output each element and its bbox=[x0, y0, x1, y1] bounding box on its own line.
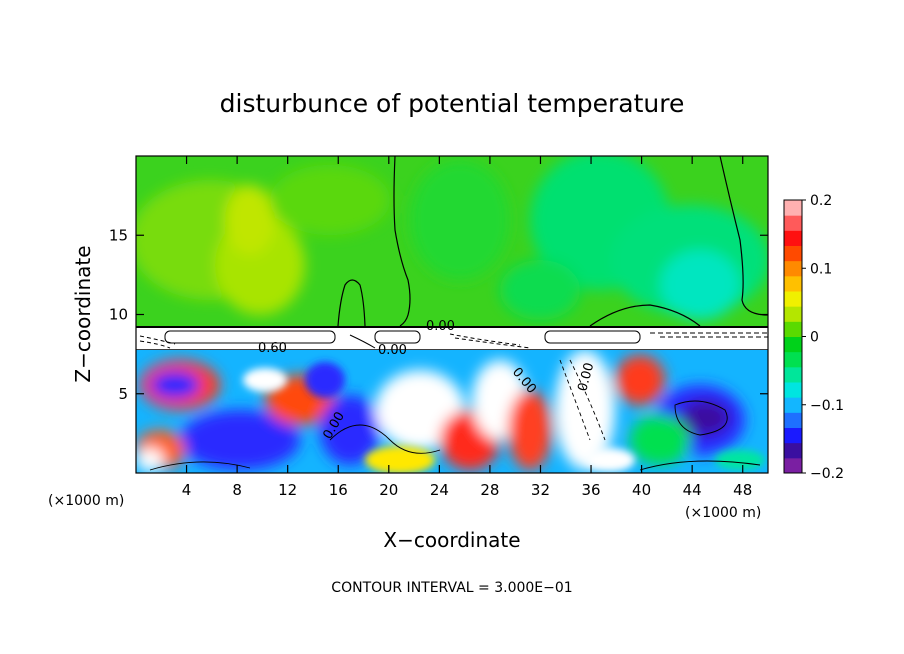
y-tick-label: 15 bbox=[109, 226, 128, 244]
colorbar-swatch bbox=[784, 245, 802, 262]
contour-label: 0.00 bbox=[426, 319, 455, 334]
colorbar-swatch bbox=[784, 382, 802, 398]
colorbar-swatch bbox=[784, 412, 802, 428]
y-tick-label: 10 bbox=[109, 306, 128, 324]
colorbar-swatch bbox=[784, 260, 802, 277]
colorbar-swatch bbox=[784, 200, 802, 216]
y-axis-label: Z−coordinate bbox=[71, 245, 95, 382]
colorbar: −0.2 −0.1 0 0.1 0.2 bbox=[783, 193, 844, 482]
colorbar-swatch bbox=[784, 442, 802, 459]
contour-label: 0.60 bbox=[258, 341, 287, 356]
x-tick-label: 8 bbox=[232, 481, 242, 499]
colorbar-swatch bbox=[784, 291, 802, 307]
upper-contours bbox=[337, 156, 768, 327]
colorbar-tick-label: 0.1 bbox=[810, 261, 832, 277]
contour-interval-note: CONTOUR INTERVAL = 3.000E−01 bbox=[331, 580, 572, 596]
x-tick-label: 20 bbox=[379, 481, 398, 499]
x-tick-label: 4 bbox=[182, 481, 192, 499]
colorbar-swatch bbox=[784, 366, 802, 383]
colorbar-swatch bbox=[784, 351, 802, 368]
x-tick-label: 36 bbox=[581, 481, 600, 499]
x-tick-label: 44 bbox=[683, 481, 702, 499]
x-tick-label: 40 bbox=[632, 481, 651, 499]
x-tick-label: 32 bbox=[531, 481, 550, 499]
lower-field bbox=[136, 350, 768, 473]
colorbar-tick-label: 0 bbox=[810, 330, 819, 346]
y-tick-label: 5 bbox=[118, 385, 128, 403]
x-tick-label: 28 bbox=[480, 481, 499, 499]
colorbar-swatch bbox=[784, 215, 802, 231]
plot-area: 0.00 0.60 0.00 0.00 0.00 0.00 bbox=[136, 156, 768, 473]
colorbar-tick-label: −0.1 bbox=[810, 398, 844, 414]
colorbar-swatch bbox=[784, 321, 802, 337]
colorbar-swatch bbox=[784, 230, 802, 246]
colorbar-swatch bbox=[784, 275, 802, 292]
x-tick-label: 24 bbox=[430, 481, 449, 499]
contour-label: 0.00 bbox=[575, 361, 597, 393]
colorbar-swatch bbox=[784, 306, 802, 322]
x-tick-label: 48 bbox=[733, 481, 752, 499]
colorbar-swatch bbox=[784, 427, 802, 444]
x-unit-right: (×1000 m) bbox=[685, 505, 761, 521]
colorbar-tick-label: 0.2 bbox=[810, 193, 832, 209]
x-axis: 4 8 12 16 20 24 28 32 36 40 44 48 bbox=[182, 156, 752, 499]
colorbar-swatch bbox=[784, 397, 802, 413]
x-axis-label: X−coordinate bbox=[383, 528, 520, 552]
contour-label: 0.00 bbox=[378, 343, 407, 358]
colorbar-tick-label: −0.2 bbox=[810, 466, 844, 482]
x-tick-label: 12 bbox=[278, 481, 297, 499]
x-tick-label: 16 bbox=[329, 481, 348, 499]
upper-field-features bbox=[136, 156, 768, 320]
y-axis: 5 10 15 bbox=[109, 226, 768, 403]
colorbar-swatch bbox=[784, 457, 802, 474]
colorbar-swatch bbox=[784, 336, 802, 353]
x-unit-left: (×1000 m) bbox=[48, 493, 124, 509]
chart-title: disturbunce of potential temperature bbox=[220, 89, 685, 118]
